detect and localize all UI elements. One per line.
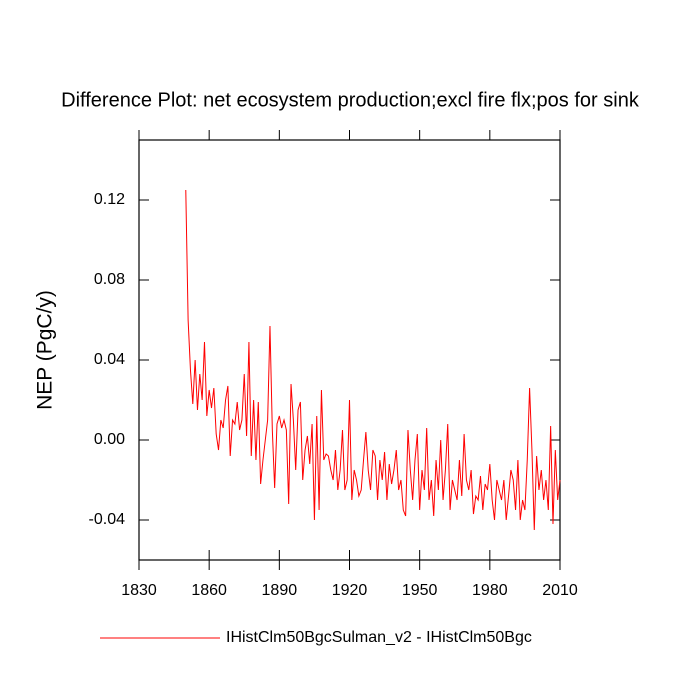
x-tick-label: 1950 bbox=[402, 582, 438, 599]
x-tick-label: 1890 bbox=[262, 582, 298, 599]
x-tick-label: 1920 bbox=[332, 582, 368, 599]
x-tick-label: 1830 bbox=[121, 582, 157, 599]
x-tick-label: 1980 bbox=[472, 582, 508, 599]
y-tick-label: -0.04 bbox=[89, 511, 126, 528]
x-tick-label: 2010 bbox=[542, 582, 578, 599]
legend-label: IHistClm50BgcSulman_v2 - IHistClm50Bgc bbox=[226, 629, 532, 646]
y-axis-label: NEP (PgC/y) bbox=[34, 290, 57, 410]
y-tick-label: 0.04 bbox=[94, 351, 125, 368]
y-tick-label: 0.00 bbox=[94, 431, 125, 448]
data-line bbox=[185, 189, 561, 531]
y-tick-label: 0.12 bbox=[94, 191, 125, 208]
chart-title: Difference Plot: net ecosystem productio… bbox=[61, 89, 640, 111]
plot-frame bbox=[138, 139, 561, 561]
y-tick-label: 0.08 bbox=[94, 271, 125, 288]
x-tick-label: 1860 bbox=[191, 582, 227, 599]
